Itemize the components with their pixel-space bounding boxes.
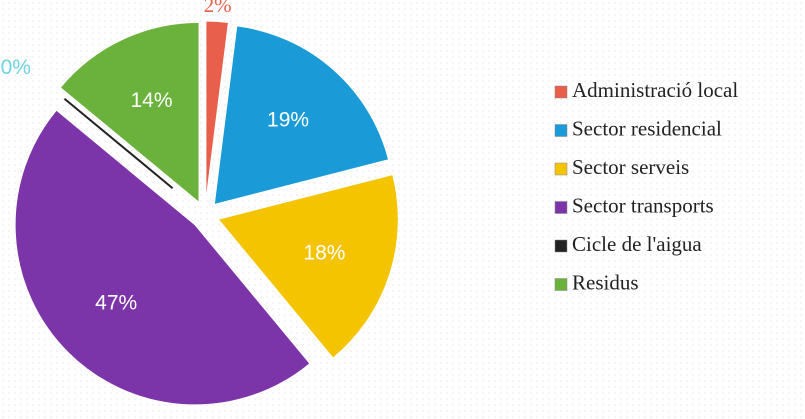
data-label: 47%	[95, 291, 137, 314]
legend-swatch	[554, 201, 568, 214]
legend-swatch	[554, 162, 568, 176]
legend-label: Sector transports	[572, 193, 714, 217]
pie-slice	[63, 97, 174, 189]
pie-slice	[213, 25, 390, 206]
legend-label: Cicle de l'aigua	[572, 232, 702, 256]
pie-slice	[217, 173, 399, 359]
legend-swatch	[554, 239, 568, 253]
legend-label: Sector residencial	[572, 116, 722, 140]
legend-label: Sector serveis	[572, 155, 689, 179]
data-label: 14%	[131, 89, 173, 112]
pie-slice	[14, 109, 311, 406]
legend-swatch	[554, 124, 568, 137]
data-label: 0%	[1, 56, 31, 79]
data-label: 18%	[303, 241, 345, 264]
data-label: 19%	[267, 108, 309, 131]
pie-slice	[205, 20, 229, 202]
legend-swatch	[554, 278, 568, 291]
legend-swatch	[554, 85, 568, 99]
legend-label: Residus	[572, 270, 639, 294]
pie-slice	[59, 21, 200, 204]
data-label: 2%	[204, 0, 232, 17]
legend-label: Administració local	[572, 78, 738, 102]
